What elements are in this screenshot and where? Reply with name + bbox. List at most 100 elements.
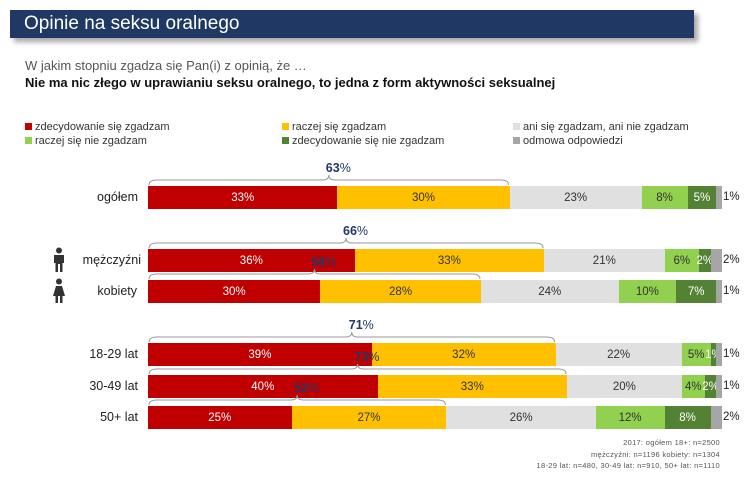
sum-brace [148,331,556,343]
bar-segment: 33% [377,375,567,398]
bar-segment: 33% [148,186,338,209]
data-label: 1% [723,348,740,360]
data-label: 5% [687,348,705,361]
legend-swatch [282,122,289,130]
row-label: 18-29 lat [89,347,138,361]
bar-segment: 39% [148,343,372,366]
row-label: 30-49 lat [89,379,138,393]
legend-item: odmowa odpowiedzi [513,135,623,147]
row-label: mężczyźni [82,253,141,267]
data-label: 2% [696,254,714,267]
data-label: 22% [607,348,631,361]
bar-segment: 27% [291,406,447,429]
sum-brace [148,174,510,186]
bar-segment [710,249,722,272]
bar-segment: 30% [148,280,321,303]
legend-label: odmowa odpowiedzi [523,135,623,147]
bar-segment: 26% [446,406,596,429]
data-label: 6% [673,254,691,267]
data-label: 10% [635,285,659,298]
bar-segment [716,186,722,209]
bar-segment: 5% [681,343,711,366]
bar-segment: 25% [148,406,292,429]
question-text: W jakim stopniu zgadza się Pan(i) z opin… [25,58,307,73]
data-label: 1% [723,191,740,203]
bar-segment: 33% [354,249,545,272]
bar-segment: 4% [681,375,705,398]
data-label: 8% [679,411,696,424]
legend-label: zdecydowanie się nie zgadzam [292,135,445,147]
row-label: 50+ lat [100,410,138,424]
bar-segment: 21% [544,249,665,272]
legend-swatch [25,122,32,130]
legend-swatch [513,136,520,144]
bar-segment [716,343,722,366]
data-label: 1% [723,285,740,297]
bar-segment: 2% [696,249,714,272]
bar-segment: 36% [148,249,355,272]
legend-item: ani się zgadzam, ani nie zgadzam [513,121,689,133]
data-label: 30% [411,191,436,204]
data-label: 39% [248,348,272,361]
bar-segment: 23% [509,186,642,209]
legend-item: raczej się zgadzam [282,121,386,133]
data-label: 33% [460,380,484,393]
data-label: 24% [538,285,562,298]
sum-label: 63% [325,161,351,175]
bar-segment [716,280,722,303]
data-label: 4% [684,380,702,393]
sum-label: 52% [294,381,320,395]
bar-segment: 8% [664,406,711,429]
bar-segment: 24% [480,280,619,303]
bar-segment [716,375,722,398]
statement-text: Nie ma nic złego w uprawianiu seksu oral… [25,75,556,90]
data-label: 40% [251,380,275,393]
bar-segment: 12% [595,406,665,429]
sum-label: 73% [354,350,380,364]
row-label: ogółem [97,190,138,204]
bar-segment: 6% [664,249,700,272]
sample-note-1: 2017: ogółem 18+: n=2500 [623,438,720,447]
data-label: 21% [592,254,616,267]
data-label: 2% [702,380,719,393]
data-label: 26% [509,411,533,424]
bar-segment: 2% [702,375,719,398]
legend-swatch [282,136,289,144]
legend-label: zdecydowanie się zgadzam [35,121,170,133]
data-label: 30% [222,285,246,298]
data-label: 27% [357,411,381,424]
legend-swatch [25,136,32,144]
bar-segment: 10% [618,280,677,303]
bar-segment [710,406,722,429]
sample-note-2: mężczyźni: n=1196 kobiety: n=1304 [590,450,720,459]
bar-segment: 5% [687,186,717,209]
sum-brace [148,237,544,249]
data-label: 7% [687,285,705,298]
data-label: 23% [564,191,588,204]
legend-item: zdecydowanie się nie zgadzam [282,135,444,147]
legend-label: ani się zgadzam, ani nie zgadzam [523,121,689,133]
bar-segment: 20% [567,375,682,398]
sample-note-3: 18-29 lat: n=480, 30-49 lat: n=910, 50+ … [536,461,720,470]
data-label: 20% [612,380,636,393]
bar-segment: 40% [148,375,378,398]
data-label: 2% [723,411,740,423]
sum-label: 71% [348,318,374,332]
bar-segment: 32% [371,343,556,366]
legend-label: raczej się zgadzam [292,121,387,133]
male-icon [54,247,64,272]
row-label: kobiety [97,284,137,298]
data-label: 2% [723,254,740,266]
legend-label: raczej się nie zgadzam [35,135,147,147]
bar-segment: 28% [320,280,481,303]
data-label: 33% [231,191,255,204]
legend-item: raczej się nie zgadzam [25,135,147,147]
sum-label: 66% [343,224,369,238]
legend-swatch [513,122,520,130]
bar-segment: 22% [555,343,682,366]
data-label: 28% [389,285,413,298]
bar-segment: 30% [337,186,510,209]
data-label: 8% [656,191,673,204]
legend-item: zdecydowanie się zgadzam [25,121,170,133]
data-label: 25% [208,411,232,424]
